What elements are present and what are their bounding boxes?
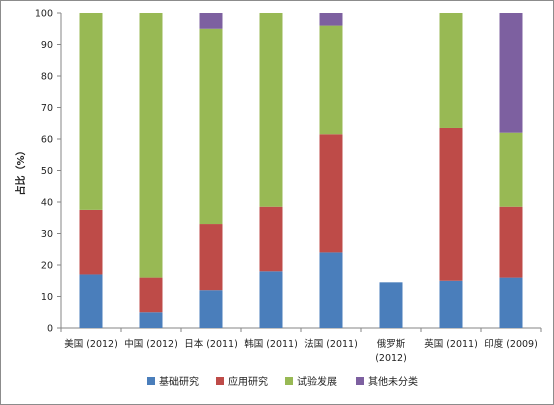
legend-label: 基础研究 [159, 375, 199, 388]
y-tick-label: 80 [41, 72, 53, 83]
x-tick-label: 法国 (2011) [304, 338, 358, 350]
legend-swatch [285, 377, 293, 385]
legend-label: 试验发展 [297, 375, 337, 388]
bar-segment-1-category-7 [439, 280, 463, 328]
bar-segment-2-category-2 [139, 277, 163, 313]
y-tick-label: 20 [41, 261, 53, 272]
bar-segment-2-category-5 [319, 134, 343, 253]
legend-swatch [356, 377, 364, 385]
x-tick-label: (2012) [375, 353, 407, 364]
y-tick-label: 50 [41, 166, 53, 177]
bar-segment-4-category-5 [319, 13, 343, 26]
legend-swatch [216, 377, 224, 385]
y-axis-title: 占比（%） [14, 145, 27, 195]
bar-segment-3-category-1 [79, 13, 103, 210]
bar-segment-3-category-5 [319, 25, 343, 135]
bar-segment-1-category-6 [379, 282, 403, 328]
axes [57, 12, 542, 332]
y-tick-label: 0 [47, 324, 53, 335]
y-tick-label: 30 [41, 229, 53, 240]
bar-segment-3-category-4 [259, 13, 283, 207]
x-tick-label: 印度 (2009) [484, 338, 538, 350]
x-tick-label: 英国 (2011) [424, 338, 478, 350]
y-tick-label: 70 [41, 103, 53, 114]
bar-segment-1-category-2 [139, 312, 163, 328]
bar-segment-2-category-7 [439, 127, 463, 281]
bar-segment-1-category-3 [199, 290, 223, 328]
bar-segment-4-category-8 [499, 13, 523, 133]
bar-segment-1-category-1 [79, 274, 103, 328]
y-tick-label: 60 [41, 135, 53, 146]
bar-segment-1-category-4 [259, 271, 283, 328]
labels: 0 10 20 30 40 50 60 70 80 90 100 占比（%） 美国 (2012) 中国 (… [14, 9, 538, 365]
x-tick-label: 美国 (2012) [64, 338, 118, 350]
x-tick-label: 日本 (2011) [184, 338, 238, 350]
bar-segment-2-category-8 [499, 206, 523, 278]
legend-label: 其他未分类 [368, 375, 418, 388]
bar-segment-4-category-3 [199, 13, 223, 29]
x-tick-label: 俄罗斯 [377, 338, 406, 350]
bar-segment-3-category-8 [499, 132, 523, 207]
bar-segment-2-category-4 [259, 206, 283, 272]
bar-segment-3-category-2 [139, 13, 163, 278]
bar-segment-1-category-5 [319, 252, 343, 328]
y-tick-label: 40 [41, 198, 53, 209]
bar-segment-2-category-3 [199, 224, 223, 291]
y-tick-label: 10 [41, 292, 53, 303]
x-tick-label: 韩国 (2011) [244, 338, 298, 350]
legend-swatch [147, 377, 155, 385]
legend-label: 应用研究 [228, 375, 268, 388]
y-tick-label: 100 [35, 9, 53, 20]
x-tick-label: 中国 (2012) [124, 338, 178, 350]
bar-segment-3-category-7 [439, 13, 463, 128]
bar-segment-2-category-1 [79, 209, 103, 275]
y-tick-label: 90 [41, 40, 53, 51]
bar-segment-1-category-8 [499, 277, 523, 328]
bars [79, 13, 523, 328]
bar-segment-3-category-3 [199, 28, 223, 225]
legend: 基础研究 应用研究 试验发展 其他未分类 [147, 375, 418, 388]
